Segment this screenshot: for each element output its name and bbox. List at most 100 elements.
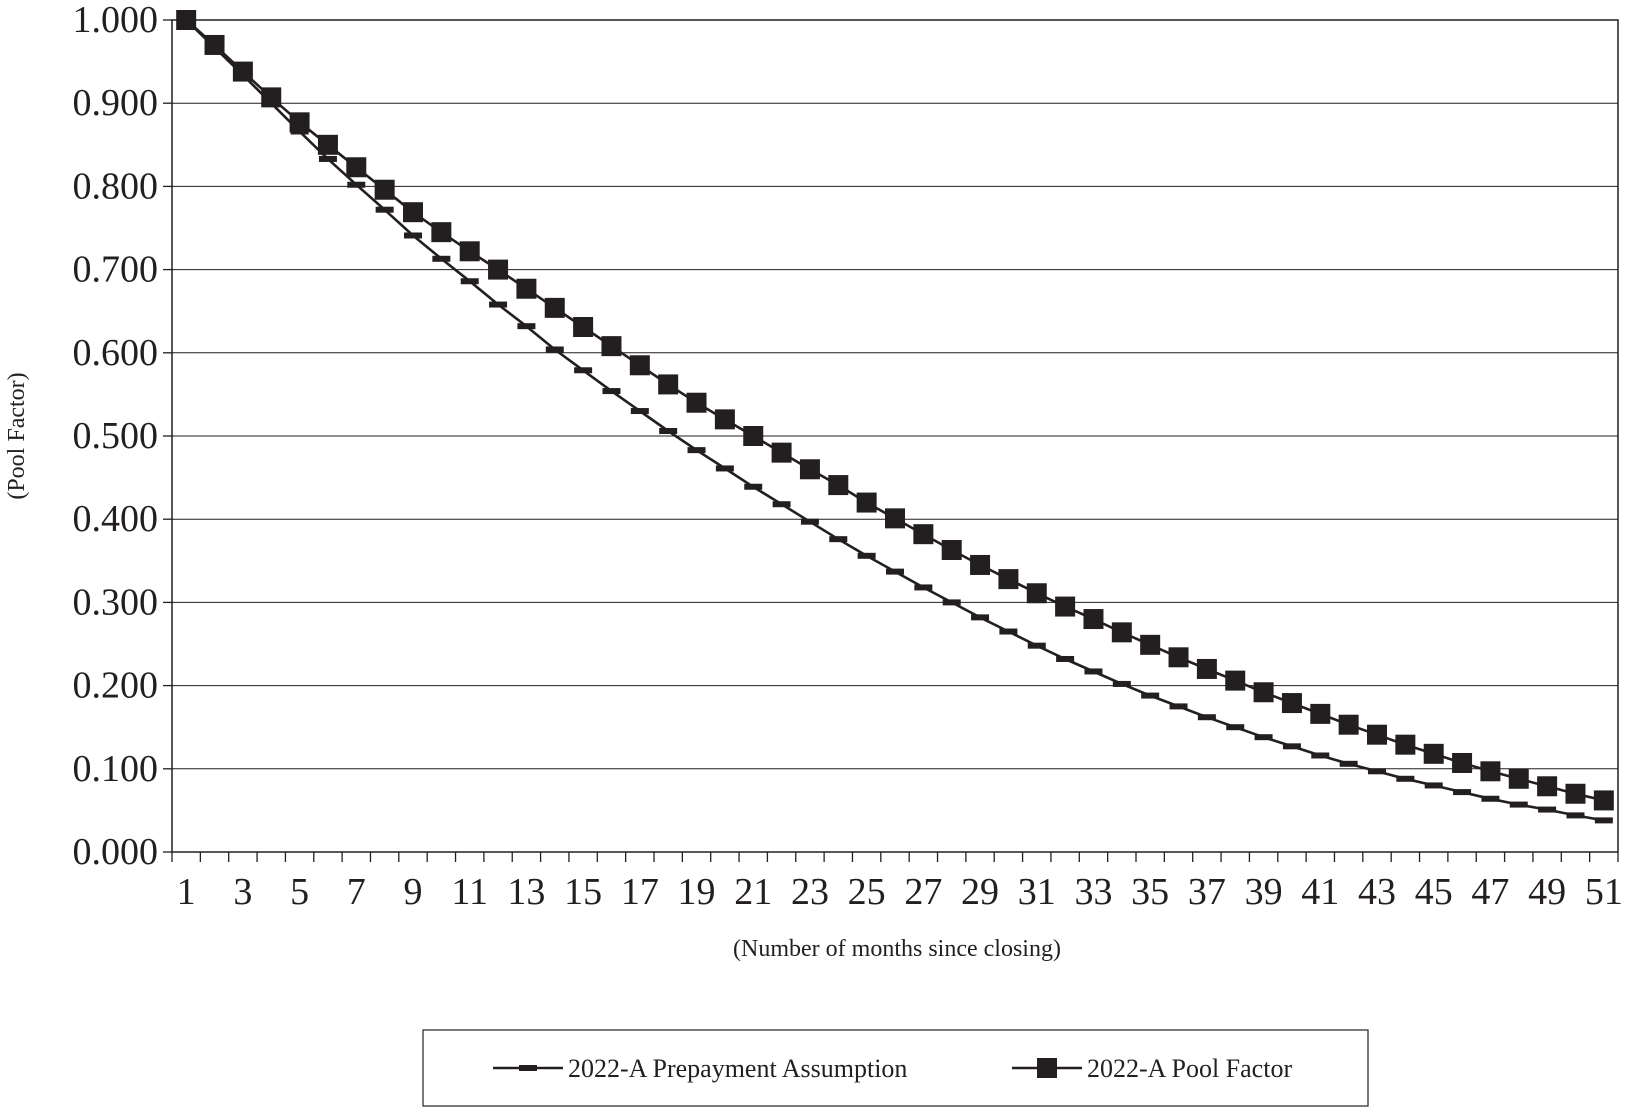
data-point xyxy=(743,426,764,446)
y-axis-title: (Pool Factor) xyxy=(4,372,30,499)
data-point xyxy=(886,568,904,575)
y-tick-label: 0.900 xyxy=(73,82,159,124)
data-point xyxy=(1508,768,1529,789)
x-tick-label: 9 xyxy=(404,871,423,913)
data-point xyxy=(1254,734,1273,741)
gridlines xyxy=(172,102,1618,770)
x-tick-label: 5 xyxy=(290,871,309,913)
data-point xyxy=(942,599,961,606)
x-tick-label: 11 xyxy=(451,871,488,913)
data-point xyxy=(1055,596,1076,617)
x-tick-label: 37 xyxy=(1188,871,1226,913)
data-point xyxy=(204,34,225,55)
data-point xyxy=(1424,782,1443,789)
data-point xyxy=(347,181,366,188)
data-point xyxy=(970,554,991,575)
y-tick-label: 0.400 xyxy=(73,498,159,540)
data-point xyxy=(1111,622,1132,643)
data-point xyxy=(1339,760,1358,767)
plot-area-frame xyxy=(171,19,1619,853)
data-point xyxy=(687,447,706,454)
x-tick-label: 39 xyxy=(1245,871,1283,913)
data-point xyxy=(941,539,962,560)
data-point xyxy=(913,524,934,545)
data-point xyxy=(1083,609,1104,630)
x-tick-label: 33 xyxy=(1074,871,1112,913)
x-tick-label: 17 xyxy=(621,871,659,913)
data-point xyxy=(574,367,593,374)
data-point xyxy=(1226,724,1245,731)
data-point xyxy=(1056,655,1075,662)
data-point xyxy=(971,614,990,621)
x-tick-label: 1 xyxy=(177,871,196,913)
y-tick-label: 0.500 xyxy=(73,415,159,457)
y-tick-label: 1.000 xyxy=(73,0,159,41)
data-point xyxy=(630,408,649,415)
y-axis-ticks: 0.000 0.100 0.200 0.300 0.400 0.500 0.600 0.700… xyxy=(73,0,172,873)
data-point xyxy=(1253,682,1274,703)
legend: 2022-A Prepayment Assumption 2022-A Pool… xyxy=(422,1029,1369,1107)
data-point xyxy=(856,492,877,513)
x-tick-label: 13 xyxy=(507,871,545,913)
x-tick-label: 21 xyxy=(734,871,772,913)
data-point xyxy=(1481,795,1500,802)
data-point xyxy=(658,374,679,395)
data-point xyxy=(1480,761,1501,782)
data-point xyxy=(1311,752,1330,759)
data-point xyxy=(1197,714,1216,721)
y-tick-label: 0.300 xyxy=(73,581,159,623)
x-tick-label: 35 xyxy=(1131,871,1169,913)
data-point xyxy=(629,355,650,376)
data-point xyxy=(1196,658,1217,679)
series-0 xyxy=(177,17,1613,824)
data-point xyxy=(1509,801,1528,808)
data-point xyxy=(715,465,734,472)
x-tick-label: 41 xyxy=(1301,871,1339,913)
data-point xyxy=(289,112,310,133)
y-tick-label: 0.600 xyxy=(73,332,159,374)
data-point xyxy=(1566,812,1585,819)
data-point xyxy=(232,61,253,82)
data-point xyxy=(517,323,536,330)
data-point xyxy=(1084,668,1103,675)
data-point xyxy=(1396,775,1415,782)
data-point xyxy=(1027,642,1046,649)
data-point xyxy=(1453,789,1472,796)
data-point xyxy=(799,459,820,480)
x-tick-label: 29 xyxy=(961,871,999,913)
data-point xyxy=(1367,724,1387,745)
legend-label-prepayment: 2022-A Prepayment Assumption xyxy=(568,1054,907,1083)
data-point xyxy=(1452,752,1473,773)
data-point xyxy=(544,297,565,318)
data-point xyxy=(432,255,451,262)
data-point xyxy=(318,155,337,162)
data-point xyxy=(686,392,707,413)
data-point xyxy=(375,206,394,213)
data-point xyxy=(1537,776,1558,797)
data-point xyxy=(1141,692,1160,699)
data-point xyxy=(602,388,621,395)
data-point xyxy=(489,301,508,308)
x-tick-label: 43 xyxy=(1358,871,1396,913)
data-point xyxy=(714,409,735,430)
data-point xyxy=(885,508,905,529)
data-point xyxy=(1423,743,1444,764)
data-point xyxy=(999,628,1018,635)
data-point xyxy=(1281,693,1302,714)
data-point xyxy=(460,278,479,285)
data-point xyxy=(317,134,338,155)
data-point xyxy=(1140,634,1161,655)
x-axis-title: (Number of months since closing) xyxy=(733,936,1061,962)
data-point xyxy=(545,346,564,353)
y-tick-label: 0.100 xyxy=(73,748,159,790)
series-1 xyxy=(176,10,1614,811)
data-point xyxy=(1538,806,1557,813)
data-point xyxy=(1594,817,1613,824)
series-layer xyxy=(176,10,1614,824)
x-tick-label: 15 xyxy=(564,871,602,913)
data-point xyxy=(404,232,422,239)
x-tick-label: 47 xyxy=(1471,871,1509,913)
data-point xyxy=(431,222,452,243)
data-point xyxy=(374,179,395,200)
data-point xyxy=(1593,790,1614,811)
